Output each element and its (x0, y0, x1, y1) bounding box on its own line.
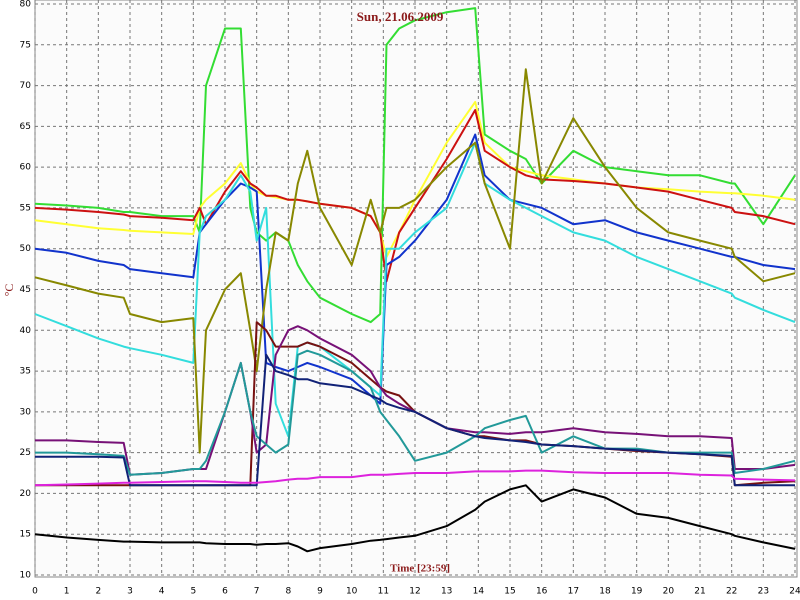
y-tick-label: 10 (20, 571, 32, 581)
x-tick-label: 1 (64, 587, 70, 597)
x-tick-label: 22 (726, 587, 737, 597)
x-tick-label: 5 (190, 587, 196, 597)
y-tick-label: 35 (20, 367, 31, 377)
line-series (34, 68, 796, 454)
x-tick-label: 19 (631, 587, 643, 597)
x-tick-label: 16 (536, 587, 548, 597)
x-tick-label: 20 (663, 587, 675, 597)
plot-area (34, 0, 798, 578)
x-tick-label: 18 (599, 587, 611, 597)
x-tick-label: 3 (127, 587, 133, 597)
x-tick-label: 13 (441, 587, 452, 597)
x-tick-label: 9 (317, 587, 323, 597)
x-tick-label: 23 (758, 587, 769, 597)
chart-title: Sun, 21.06.2009 (357, 9, 444, 24)
x-tick-label: 6 (222, 587, 228, 597)
line-series (34, 484, 796, 553)
y-tick-label: 55 (20, 203, 31, 213)
x-tick-label: 15 (504, 587, 515, 597)
y-tick-label: 75 (20, 40, 31, 50)
x-axis-label: Time [23:59] (390, 563, 450, 575)
y-tick-label: 65 (20, 122, 31, 132)
x-tick-label: 14 (473, 587, 485, 597)
line-series (34, 469, 796, 487)
y-tick-label: 45 (20, 285, 31, 295)
y-axis-label: °C (2, 284, 16, 297)
x-tick-label: 24 (789, 587, 800, 597)
y-tick-label: 30 (20, 407, 32, 417)
x-tick-label: 11 (378, 587, 389, 597)
x-tick-label: 21 (694, 587, 705, 597)
y-tick-label: 25 (20, 448, 31, 458)
line-series (34, 133, 796, 405)
x-tick-label: 7 (254, 587, 260, 597)
x-tick-label: 8 (285, 587, 291, 597)
x-tick-label: 4 (159, 587, 165, 597)
y-tick-label: 20 (20, 489, 32, 499)
y-tick-label: 15 (20, 530, 31, 540)
y-tick-label: 50 (20, 244, 32, 254)
x-tick-label: 17 (568, 587, 579, 597)
y-tick-label: 60 (20, 163, 32, 173)
x-tick-label: 10 (346, 587, 358, 597)
y-tick-label: 40 (20, 326, 32, 336)
x-tick-label: 12 (409, 587, 420, 597)
x-tick-label: 2 (95, 587, 101, 597)
line-series (34, 109, 796, 283)
y-tick-label: 70 (20, 81, 32, 91)
x-tick-label: 0 (32, 587, 38, 597)
y-tick-label: 80 (20, 0, 32, 10)
line-series (35, 353, 795, 487)
